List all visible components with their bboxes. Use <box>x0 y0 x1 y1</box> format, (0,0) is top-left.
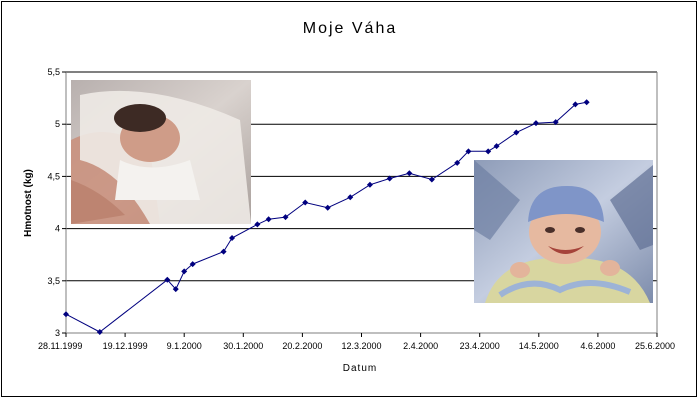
x-tick-label: 25.6.2000 <box>635 341 675 351</box>
y-tick-label: 3,5 <box>47 276 60 286</box>
data-point <box>583 99 590 106</box>
data-point <box>366 181 373 188</box>
x-tick-label: 2.4.2000 <box>403 341 438 351</box>
y-tick-label: 4 <box>55 224 60 234</box>
x-tick-label: 4.6.2000 <box>580 341 615 351</box>
data-point <box>254 221 261 228</box>
y-tick-label: 5 <box>55 119 60 129</box>
data-point <box>552 119 559 126</box>
y-axis-label: Hmotnost (kg) <box>23 169 34 237</box>
x-tick-label: 14.5.2000 <box>519 341 559 351</box>
x-tick-label: 23.4.2000 <box>460 341 500 351</box>
x-tick-label: 19.12.1999 <box>103 341 148 351</box>
data-point <box>406 170 413 177</box>
x-tick-label: 20.2.2000 <box>282 341 322 351</box>
data-point <box>454 159 461 166</box>
data-point <box>189 261 196 268</box>
data-point <box>63 311 69 318</box>
y-tick-label: 5,5 <box>47 67 60 77</box>
data-point <box>572 101 579 108</box>
data-point <box>324 204 331 211</box>
data-point <box>428 176 435 183</box>
chart-title: Moje Váha <box>303 20 398 37</box>
x-axis-ticks: 28.11.1999 19.12.1999 9.1.2000 30.1.2000 20.… <box>38 333 675 351</box>
data-point <box>386 175 393 182</box>
data-point <box>282 214 289 221</box>
data-point <box>172 286 179 293</box>
x-tick-label: 30.1.2000 <box>223 341 263 351</box>
smiling-baby-in-cap-photo <box>474 160 653 303</box>
data-point <box>265 216 272 223</box>
y-tick-label: 3 <box>55 328 60 338</box>
y-tick-label: 4,5 <box>47 171 60 181</box>
y-axis-ticks: 3 3,5 4 4,5 5 5,5 <box>47 67 66 338</box>
x-tick-label: 28.11.1999 <box>38 341 82 351</box>
data-point <box>485 148 492 155</box>
data-point <box>96 328 103 335</box>
x-tick-label: 9.1.2000 <box>167 341 202 351</box>
data-point <box>181 268 188 275</box>
data-point <box>347 194 354 201</box>
data-point <box>493 143 500 150</box>
data-point <box>532 120 539 127</box>
data-point <box>465 148 472 155</box>
x-tick-label: 12.3.2000 <box>341 341 381 351</box>
newborn-sleeping-photo <box>71 80 251 224</box>
data-point <box>302 199 309 206</box>
data-point <box>229 234 236 241</box>
data-point <box>220 248 227 255</box>
data-point <box>164 276 171 283</box>
weight-series <box>63 99 590 335</box>
x-axis-label: Datum <box>343 363 377 374</box>
data-point <box>513 129 520 136</box>
